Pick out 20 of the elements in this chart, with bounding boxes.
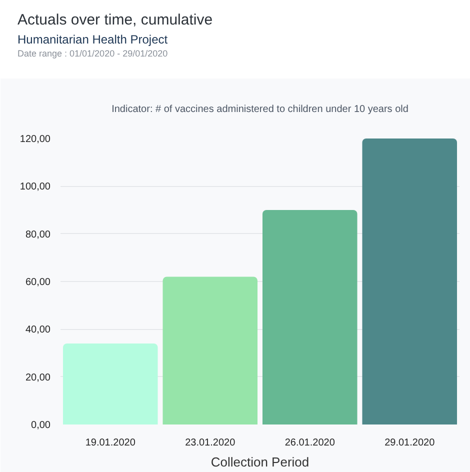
x-tick-label: 23.01.2020 xyxy=(185,438,236,448)
x-tick-label: 29.01.2020 xyxy=(384,438,436,448)
y-tick-label: 60,00 xyxy=(25,277,51,288)
y-tick-label: 120,00 xyxy=(20,134,51,145)
y-tick-label: 80,00 xyxy=(25,229,51,240)
y-tick-label: 0,00 xyxy=(31,420,51,431)
chart-subtitle: Humanitarian Health Project xyxy=(18,32,168,46)
x-axis-title: Collection Period xyxy=(210,454,310,470)
y-tick-label: 40,00 xyxy=(25,324,51,336)
text: Indicator: # of vaccines administered to children under 10 years old xyxy=(112,104,408,115)
x-tick-label: 19.01.2020 xyxy=(85,438,136,448)
bar xyxy=(162,276,258,424)
y-tick-label: 20,00 xyxy=(25,372,51,384)
bar xyxy=(262,210,358,424)
text: Date range : 01/01/2020 - 29/01/2020 xyxy=(18,48,168,58)
y-tick-label: 100,00 xyxy=(20,182,51,193)
x-tick-label: 26.01.2020 xyxy=(284,438,336,448)
bar xyxy=(362,138,458,424)
bar xyxy=(62,343,158,424)
chart-title: Actuals over time, cumulative xyxy=(18,12,213,28)
